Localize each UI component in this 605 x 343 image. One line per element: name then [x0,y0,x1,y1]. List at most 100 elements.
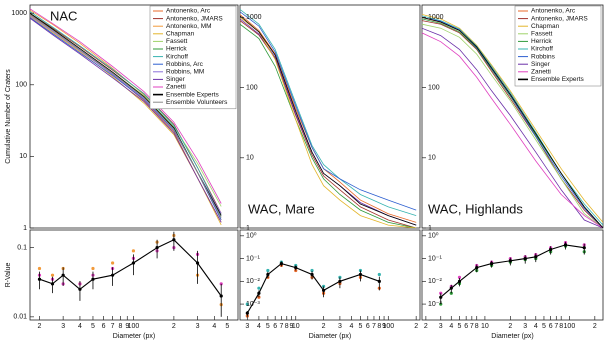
series-line [240,20,417,228]
data-point [37,266,42,271]
data-point [61,273,65,277]
x-tick-label: 5 [91,323,95,330]
x-tick-label: 8 [377,323,381,330]
data-point [245,311,249,315]
plot-area [37,231,223,317]
x-tick-label: 2 [38,323,42,330]
legend-label: Zanetti [166,84,186,91]
x-tick-label: 3 [439,323,443,330]
panel-title: WAC, Highlands [428,201,523,216]
x-tick-label: 7 [279,323,283,330]
data-point [131,261,136,265]
data-point [50,282,55,286]
data-point [508,259,512,263]
x-tick-label: 2 [424,323,428,330]
y-axis-label: R-Value [5,263,12,288]
plot-frame [421,229,604,321]
data-point [489,262,494,266]
data-point [37,277,42,281]
y-tick-label: 0.1 [17,245,27,252]
legend-label: Robbins [531,53,556,60]
data-point [475,266,479,270]
series-line [240,15,417,226]
y-tick-label: 10⁰ [246,232,257,240]
x-tick-label: 3 [61,323,65,330]
x-tick-label: 4 [534,323,538,330]
x-tick-label: 9 [125,323,129,330]
x-tick-label: 6 [273,323,277,330]
legend-label: Singer [166,76,186,83]
data-point [294,266,298,270]
series-line [422,17,603,228]
data-point [563,243,568,247]
x-tick-label: 2 [414,323,418,330]
panel-title: WAC, Mare [248,201,315,216]
data-point [338,279,342,283]
x-tick-label: 2 [172,323,176,330]
x-tick-label: 4 [449,323,453,330]
x-tick-label: 100 [128,323,140,330]
x-tick-label: 8 [475,323,479,330]
x-tick-label: 6 [464,323,468,330]
legend-label: Antonenko, JMARS [531,15,588,22]
data-point [245,302,249,306]
series-line [30,14,222,218]
data-point [266,272,270,277]
legend-label: Herrick [531,38,552,45]
x-tick-label: 4 [257,323,261,330]
x-tick-label: 10 [481,323,489,330]
x-tick-label: 5 [225,323,229,330]
data-point [131,249,136,253]
series-line [422,14,603,223]
y-tick-label: 1000 [246,14,262,21]
x-tick-label: 4 [78,323,82,330]
data-point [310,272,314,277]
x-axis-label: Diameter (px) [113,333,155,340]
series-line [240,17,417,228]
y-tick-label: 100 [246,84,258,91]
y-tick-label: 100 [15,82,27,89]
y-tick-label: 10⁻³ [246,301,260,308]
x-tick-label: 6 [102,323,106,330]
y-tick-label: 1 [23,225,27,232]
y-axis-label: Cumulative Number of Craters [5,69,12,164]
legend-label: Antonenko, MM [166,23,212,30]
series-line [422,32,603,228]
data-point [172,238,176,242]
x-tick-label: 5 [266,323,270,330]
data-point [195,261,200,265]
x-tick-label: 5 [358,323,362,330]
x-tick-label: 7 [554,323,558,330]
data-point [377,272,381,277]
series-line [422,15,603,226]
x-tick-label: 7 [111,323,115,330]
data-point [549,247,553,252]
data-point [111,273,115,277]
data-point [78,287,82,291]
legend-box [149,5,237,110]
legend-label: Ensemble Experts [166,91,219,98]
x-tick-label: 4 [350,323,354,330]
legend-label: Chapman [531,23,560,30]
plot-area [30,8,222,226]
x-tick-label: 3 [196,323,200,330]
data-point [257,286,261,290]
plot-area [439,241,586,306]
legend-label: Antonenko, JMARS [166,15,223,22]
plot-area [422,14,603,228]
series-line [240,9,417,216]
plot-area [240,9,417,228]
plot-frame [29,229,239,321]
y-tick-label: 1 [428,225,432,232]
x-tick-label: 2 [322,323,326,330]
y-tick-label: 1000 [11,10,27,17]
x-axis-label: Diameter (px) [309,333,351,340]
y-tick-label: 1 [246,225,250,232]
series-line [240,11,417,211]
x-axis-label: Diameter (px) [491,333,533,340]
y-tick-label: 0.01 [13,314,27,321]
x-tick-label: 4 [212,323,216,330]
y-tick-label: 10 [246,155,254,162]
